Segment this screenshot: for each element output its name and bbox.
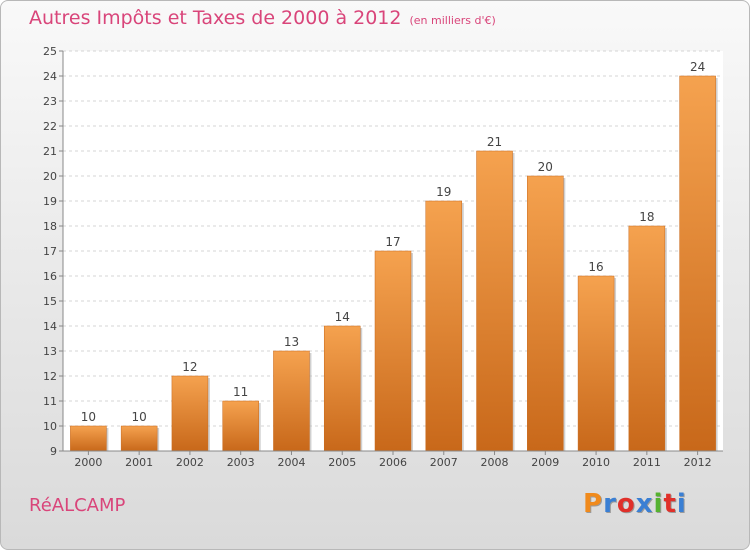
x-tick-label: 2011 <box>633 456 661 469</box>
bar-2010 <box>577 275 615 452</box>
y-axis-ticks: 9 10 11 12 13 14 15 16 17 18 19 20 21 22 23 24 25 <box>43 45 63 458</box>
bar-value-label: 24 <box>690 60 705 74</box>
logo-letter: i <box>676 489 687 519</box>
proxiti-logo: Proxiti <box>583 489 687 519</box>
y-tick-label: 22 <box>43 120 57 133</box>
bar-2000 <box>70 425 107 452</box>
x-tick-label: 2010 <box>582 456 610 469</box>
bar-value-label: 17 <box>385 235 400 249</box>
x-tick-label: 2012 <box>684 456 712 469</box>
y-tick-label: 9 <box>50 445 57 458</box>
bar-value-label: 13 <box>284 335 299 349</box>
chart-title-text: Autres Impôts et Taxes de 2000 à 2012 <box>29 7 402 29</box>
bar-value-label: 18 <box>639 210 654 224</box>
x-tick-label: 2009 <box>531 456 559 469</box>
bars: 10 10 12 11 13 14 17 19 21 20 16 18 24 <box>70 60 718 452</box>
logo-letter: x <box>635 489 654 519</box>
x-tick-label: 2002 <box>176 456 204 469</box>
bar-2003 <box>222 400 259 452</box>
bar-value-label: 16 <box>588 260 603 274</box>
bar-value-label: 10 <box>81 410 96 424</box>
y-tick-label: 23 <box>43 95 57 108</box>
y-tick-label: 12 <box>43 370 57 383</box>
bar-value-label: 10 <box>132 410 147 424</box>
y-tick-label: 15 <box>43 295 57 308</box>
x-tick-label: 2007 <box>430 456 458 469</box>
bar-2009 <box>527 175 564 452</box>
y-tick-label: 25 <box>43 45 57 58</box>
chart-title: Autres Impôts et Taxes de 2000 à 2012 (en… <box>29 7 496 29</box>
bar-2005 <box>323 325 361 452</box>
x-tick-label: 2006 <box>379 456 407 469</box>
y-tick-label: 11 <box>43 395 57 408</box>
y-tick-label: 18 <box>43 220 57 233</box>
x-tick-label: 2001 <box>125 456 153 469</box>
bar-value-label: 12 <box>182 360 197 374</box>
x-tick-label: 2000 <box>74 456 102 469</box>
bar-2001 <box>120 425 158 452</box>
bar-2004 <box>273 350 310 452</box>
bar-2007 <box>425 200 463 452</box>
x-tick-label: 2008 <box>481 456 509 469</box>
y-tick-label: 21 <box>43 145 57 158</box>
x-tick-label: 2003 <box>227 456 255 469</box>
bar-value-label: 14 <box>335 310 350 324</box>
x-tick-label: 2004 <box>277 456 305 469</box>
logo-letter: P <box>583 489 604 519</box>
y-tick-label: 10 <box>43 420 57 433</box>
bar-2006 <box>374 250 412 452</box>
y-tick-label: 19 <box>43 195 57 208</box>
logo-letter: i <box>653 489 664 519</box>
x-tick-label: 2005 <box>328 456 356 469</box>
y-tick-label: 16 <box>43 270 57 283</box>
x-axis-ticks: 2000 2001 2002 2003 2004 2005 2006 2007 2008 2009… <box>74 451 712 469</box>
bar-value-label: 19 <box>436 185 451 199</box>
y-tick-label: 17 <box>43 245 57 258</box>
logo-letter: r <box>603 489 617 519</box>
y-tick-label: 13 <box>43 345 57 358</box>
bar-value-label: 20 <box>538 160 553 174</box>
bar-2011 <box>628 225 666 452</box>
bar-value-label: 11 <box>233 385 248 399</box>
y-tick-label: 20 <box>43 170 57 183</box>
y-tick-label: 14 <box>43 320 57 333</box>
y-tick-label: 24 <box>43 70 57 83</box>
bar-value-label: 21 <box>487 135 502 149</box>
bar-2008 <box>476 150 513 452</box>
bar-2002 <box>171 375 209 452</box>
logo-letter: o <box>616 489 636 519</box>
bar-2012 <box>679 75 716 452</box>
chart-subtitle: (en milliers d'€) <box>409 14 496 27</box>
place-name: RéALCAMP <box>29 495 126 516</box>
logo-letter: t <box>663 489 677 519</box>
